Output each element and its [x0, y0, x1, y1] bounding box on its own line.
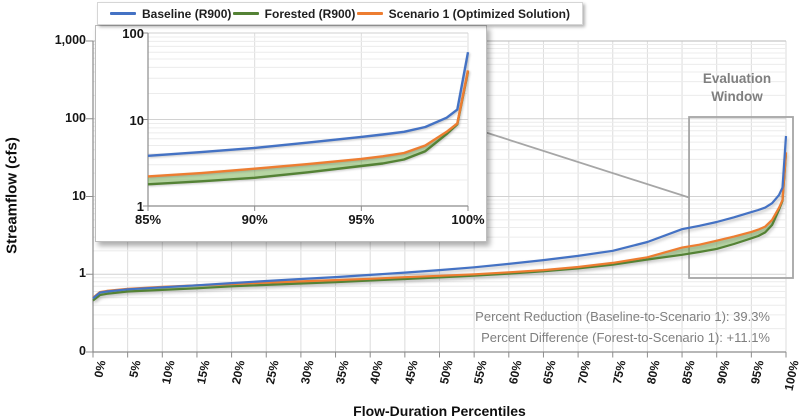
inset-chart: 11010085%90%95%100% — [95, 25, 487, 242]
legend-item-label: Baseline (R900) — [142, 7, 231, 21]
legend: Baseline (R900) Forested (R900) Scenario… — [97, 2, 583, 25]
inset-y-tick-label: 100 — [104, 26, 144, 41]
legend-item-baseline: Baseline (R900) — [110, 7, 231, 21]
scenario1-line-swatch-icon — [357, 12, 383, 15]
x-axis-title: Flow-Duration Percentiles — [93, 403, 786, 419]
inset-y-tick-label: 10 — [104, 113, 144, 128]
inset-chart-canvas — [96, 26, 486, 241]
annotations-block: Percent Reduction (Baseline-to-Scenario … — [475, 306, 770, 348]
legend-item-label: Scenario 1 (Optimized Solution) — [389, 7, 570, 21]
inset-x-tick-label: 85% — [124, 212, 172, 227]
annotation-percent-reduction: Percent Reduction (Baseline-to-Scenario … — [475, 306, 770, 327]
inset-x-tick-label: 95% — [337, 212, 385, 227]
inset-x-tick-label: 100% — [444, 212, 492, 227]
flow-duration-curve-figure: 01101001,0000%5%10%15%20%25%30%35%40%45%… — [0, 0, 800, 420]
forested-line-swatch-icon — [233, 12, 259, 15]
legend-item-label: Forested (R900) — [265, 7, 356, 21]
y-axis-title: Streamflow (cfs) — [4, 46, 21, 346]
annotation-percent-difference: Percent Difference (Forest-to-Scenario 1… — [475, 327, 770, 348]
inset-x-tick-label: 90% — [231, 212, 279, 227]
legend-item-forested: Forested (R900) — [233, 7, 356, 21]
evaluation-window-label: Evaluation Window — [678, 70, 796, 106]
baseline-line-swatch-icon — [110, 12, 136, 15]
legend-item-scenario1: Scenario 1 (Optimized Solution) — [357, 7, 570, 21]
